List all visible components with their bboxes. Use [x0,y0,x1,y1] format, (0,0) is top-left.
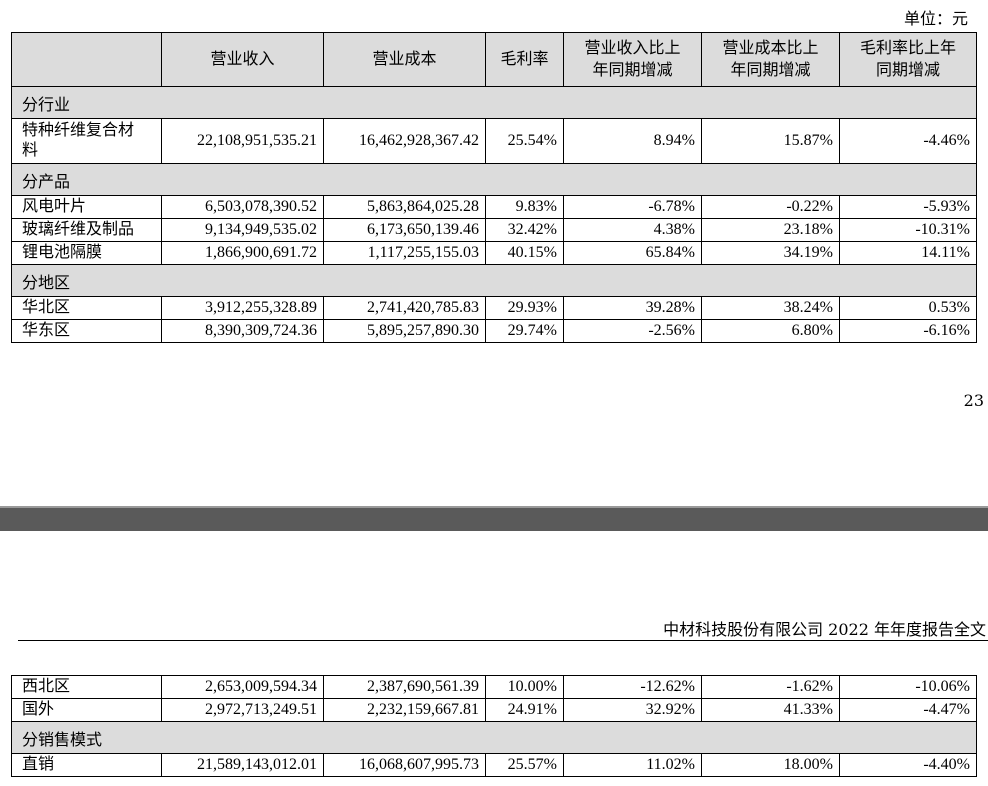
cost-change-cell: 23.18% [701,218,840,242]
margin-change-cell: -5.93% [839,195,977,219]
section-row-sales-mode: 分销售模式 [11,721,977,754]
table-header-row: 营业收入 营业成本 毛利率 营业收入比上 年同期增减 营业成本比上 年同期增减 … [11,32,977,87]
revenue-change-cell: -6.78% [563,195,702,219]
section-row-industry: 分行业 [11,86,977,119]
margin-cell: 32.42% [485,218,564,242]
running-header: 中材科技股份有限公司 2022 年年度报告全文 [663,620,986,639]
cost-change-cell: 41.33% [701,698,840,722]
cost-change-cell: -0.22% [701,195,840,219]
segment-table-top: 营业收入 营业成本 毛利率 营业收入比上 年同期增减 营业成本比上 年同期增减 … [11,32,977,343]
cost-cell: 2,387,690,561.39 [323,675,486,699]
row-label: 华东区 [11,319,162,343]
margin-cell: 29.74% [485,319,564,343]
section-title: 分产品 [11,163,977,196]
row-label: 玻璃纤维及制品 [11,218,162,242]
table-row: 直销 21,589,143,012.01 16,068,607,995.73 2… [11,753,977,777]
margin-change-cell: -4.46% [839,118,977,164]
margin-change-cell: -10.31% [839,218,977,242]
section-title: 分行业 [11,86,977,119]
cost-cell: 2,232,159,667.81 [323,698,486,722]
segment-table-bottom: 西北区 2,653,009,594.34 2,387,690,561.39 10… [11,675,977,777]
cost-cell: 6,173,650,139.46 [323,218,486,242]
header-revenue: 营业收入 [161,32,324,87]
margin-cell: 9.83% [485,195,564,219]
margin-change-cell: 14.11% [839,241,977,265]
cost-change-cell: -1.62% [701,675,840,699]
margin-cell: 25.57% [485,753,564,777]
header-blank-cell [11,32,162,87]
margin-change-cell: -4.40% [839,753,977,777]
revenue-change-cell: 11.02% [563,753,702,777]
row-label: 西北区 [11,675,162,699]
header-cost-change: 营业成本比上 年同期增减 [701,32,840,87]
table-row: 华北区 3,912,255,328.89 2,741,420,785.83 29… [11,296,977,320]
revenue-cell: 2,653,009,594.34 [161,675,324,699]
row-label: 特种纤维复合材 料 [11,118,162,164]
revenue-cell: 9,134,949,535.02 [161,218,324,242]
revenue-cell: 22,108,951,535.21 [161,118,324,164]
section-title: 分地区 [11,264,977,297]
section-row-product: 分产品 [11,163,977,196]
revenue-cell: 21,589,143,012.01 [161,753,324,777]
margin-cell: 40.15% [485,241,564,265]
row-label: 风电叶片 [11,195,162,219]
section-row-region: 分地区 [11,264,977,297]
table-row: 国外 2,972,713,249.51 2,232,159,667.81 24.… [11,698,977,722]
revenue-change-cell: -12.62% [563,675,702,699]
revenue-cell: 2,972,713,249.51 [161,698,324,722]
revenue-change-cell: 39.28% [563,296,702,320]
running-header-rule [18,640,988,641]
revenue-change-cell: 4.38% [563,218,702,242]
table-row: 玻璃纤维及制品 9,134,949,535.02 6,173,650,139.4… [11,218,977,242]
table-row: 华东区 8,390,309,724.36 5,895,257,890.30 29… [11,319,977,343]
page-number: 23 [963,391,984,410]
header-margin-change: 毛利率比上年 同期增减 [839,32,977,87]
margin-change-cell: -4.47% [839,698,977,722]
margin-cell: 24.91% [485,698,564,722]
table-row: 风电叶片 6,503,078,390.52 5,863,864,025.28 9… [11,195,977,219]
table-row: 锂电池隔膜 1,866,900,691.72 1,117,255,155.03 … [11,241,977,265]
margin-change-cell: -10.06% [839,675,977,699]
row-label: 国外 [11,698,162,722]
revenue-cell: 6,503,078,390.52 [161,195,324,219]
section-title: 分销售模式 [11,721,977,754]
revenue-cell: 8,390,309,724.36 [161,319,324,343]
row-label: 锂电池隔膜 [11,241,162,265]
margin-cell: 25.54% [485,118,564,164]
cost-change-cell: 34.19% [701,241,840,265]
revenue-cell: 1,866,900,691.72 [161,241,324,265]
header-revenue-change: 营业收入比上 年同期增减 [563,32,702,87]
revenue-change-cell: 65.84% [563,241,702,265]
cost-cell: 16,462,928,367.42 [323,118,486,164]
table-row: 西北区 2,653,009,594.34 2,387,690,561.39 10… [11,675,977,699]
cost-cell: 5,863,864,025.28 [323,195,486,219]
cost-change-cell: 18.00% [701,753,840,777]
unit-label: 单位：元 [903,9,968,28]
cost-cell: 16,068,607,995.73 [323,753,486,777]
margin-cell: 29.93% [485,296,564,320]
cost-change-cell: 15.87% [701,118,840,164]
page-break-band [0,508,988,531]
cost-cell: 5,895,257,890.30 [323,319,486,343]
row-label: 华北区 [11,296,162,320]
cost-change-cell: 6.80% [701,319,840,343]
revenue-change-cell: -2.56% [563,319,702,343]
header-margin: 毛利率 [485,32,564,87]
cost-change-cell: 38.24% [701,296,840,320]
table-row: 特种纤维复合材 料 22,108,951,535.21 16,462,928,3… [11,118,977,164]
page-break-edge [0,506,988,508]
margin-change-cell: 0.53% [839,296,977,320]
margin-cell: 10.00% [485,675,564,699]
row-label: 直销 [11,753,162,777]
header-cost: 营业成本 [323,32,486,87]
cost-cell: 1,117,255,155.03 [323,241,486,265]
revenue-change-cell: 32.92% [563,698,702,722]
revenue-change-cell: 8.94% [563,118,702,164]
cost-cell: 2,741,420,785.83 [323,296,486,320]
margin-change-cell: -6.16% [839,319,977,343]
revenue-cell: 3,912,255,328.89 [161,296,324,320]
